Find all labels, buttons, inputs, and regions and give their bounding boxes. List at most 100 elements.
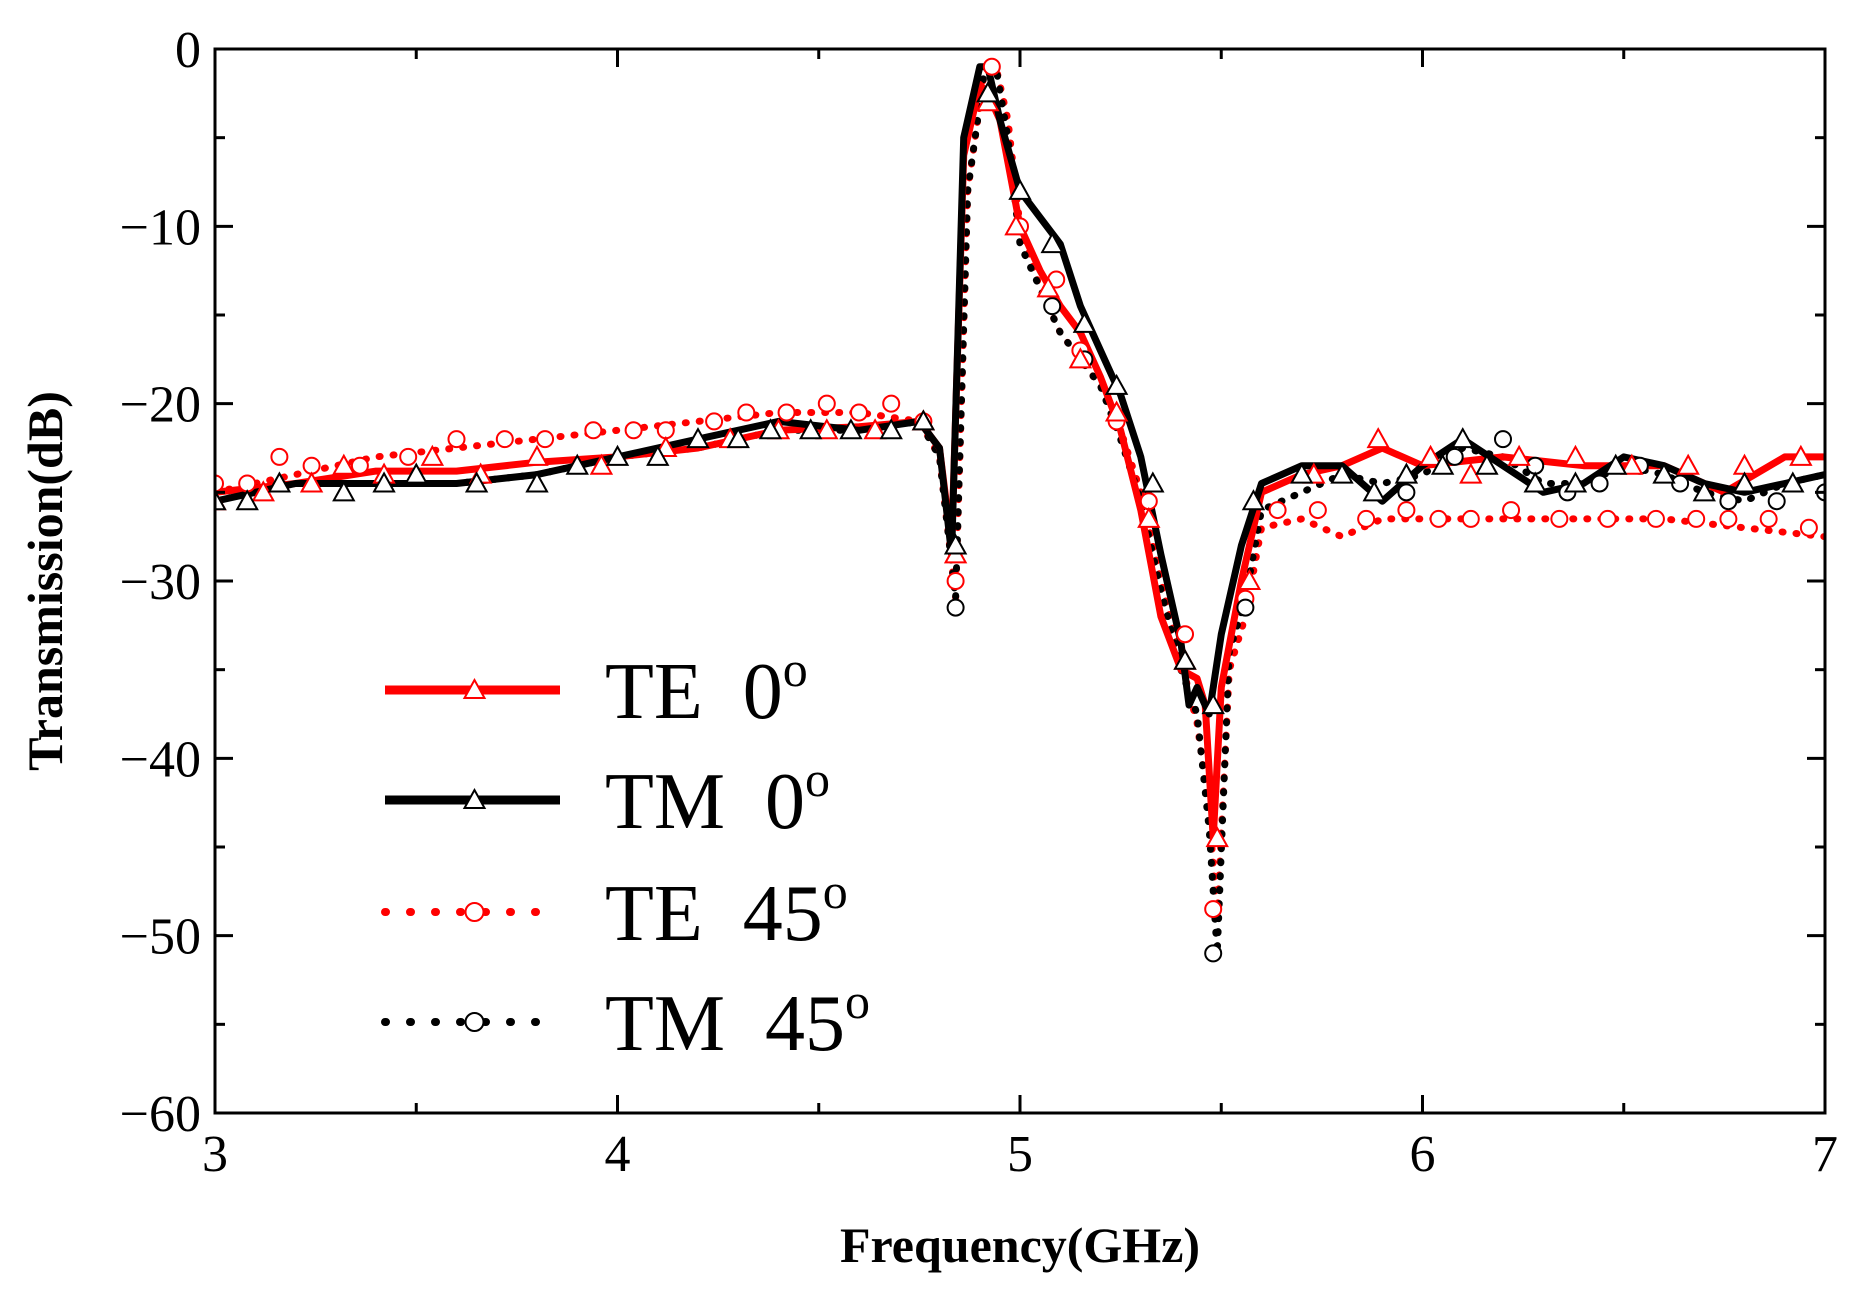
data-point-marker xyxy=(646,444,670,466)
data-point-marker xyxy=(525,444,549,466)
data-point-marker xyxy=(943,533,968,555)
data-point-marker xyxy=(1732,471,1757,493)
y-tick-label: 0 xyxy=(175,22,201,79)
data-point-marker xyxy=(270,447,289,466)
legend-label-degree: o xyxy=(805,751,830,807)
data-point-marker xyxy=(399,447,418,466)
data-point-marker xyxy=(302,456,321,475)
data-point-marker xyxy=(799,418,823,440)
legend-label: TM 0o xyxy=(605,751,830,846)
data-point-marker xyxy=(1590,474,1609,493)
data-point-marker xyxy=(1719,492,1738,511)
x-tick-label: 3 xyxy=(202,1126,228,1183)
data-point-marker xyxy=(726,427,750,449)
data-point-marker xyxy=(1646,509,1665,528)
data-point-marker xyxy=(976,81,1000,103)
data-point-marker xyxy=(1719,509,1738,528)
data-point-marker xyxy=(1357,509,1376,528)
legend-label-degree: o xyxy=(845,973,870,1029)
data-point-marker xyxy=(1268,501,1287,520)
data-point-marker xyxy=(850,403,868,422)
data-point-marker xyxy=(464,471,489,493)
data-point-marker xyxy=(1451,427,1475,449)
data-point-marker xyxy=(1429,509,1448,528)
y-tick-label: −60 xyxy=(120,1086,201,1143)
data-point-marker xyxy=(737,403,756,422)
series-te-0 xyxy=(215,81,1825,842)
data-point-marker xyxy=(1445,447,1464,466)
data-point-marker xyxy=(251,480,275,502)
data-point-marker xyxy=(1494,430,1512,449)
data-point-marker xyxy=(817,394,836,413)
data-point-marker xyxy=(1008,178,1032,200)
data-point-marker xyxy=(815,418,839,440)
series-markers-tm-0 xyxy=(215,81,1805,715)
data-point-marker xyxy=(1205,826,1229,848)
legend-label: TM 45o xyxy=(605,973,870,1068)
data-point-marker xyxy=(1072,311,1097,333)
legend-item-te-45: TE 45o xyxy=(381,863,848,958)
data-point-marker xyxy=(1176,625,1195,644)
y-tick-label: −20 xyxy=(120,377,201,434)
legend-marker-sample xyxy=(464,902,485,922)
legend-label-main: TM 45 xyxy=(605,980,845,1068)
series-te-45 xyxy=(215,63,1825,922)
legend-label: TE 0o xyxy=(605,641,808,736)
data-point-marker xyxy=(1461,509,1480,528)
data-point-marker xyxy=(1676,453,1700,475)
x-tick-label: 6 xyxy=(1410,1126,1436,1183)
y-tick-label: −50 xyxy=(120,909,201,966)
legend-marker-sample xyxy=(462,677,487,699)
data-point-marker xyxy=(495,430,514,449)
data-point-marker xyxy=(1139,492,1158,511)
data-point-marker xyxy=(656,421,675,440)
data-point-marker xyxy=(1394,462,1419,484)
legend-label-degree: o xyxy=(823,863,848,919)
data-point-marker xyxy=(1104,373,1129,395)
legend-label-degree: o xyxy=(783,641,808,697)
data-point-marker xyxy=(1204,900,1223,919)
legend-item-tm-45: TM 45o xyxy=(381,973,870,1068)
data-point-marker xyxy=(1397,483,1416,502)
data-point-marker xyxy=(1563,444,1588,466)
data-point-marker xyxy=(372,471,396,493)
data-point-marker xyxy=(332,453,356,475)
data-point-marker xyxy=(1550,509,1569,528)
data-point-marker xyxy=(1430,453,1455,475)
x-axis-title: Frequency(GHz) xyxy=(840,1217,1200,1273)
data-point-marker xyxy=(215,489,227,511)
data-point-marker xyxy=(1475,453,1499,475)
data-point-marker xyxy=(705,412,724,431)
data-point-marker xyxy=(1104,400,1129,422)
y-axis-title: Transmission(dB) xyxy=(17,391,73,771)
data-point-marker xyxy=(1236,598,1255,617)
data-point-marker xyxy=(1141,471,1165,493)
data-point-marker xyxy=(1068,347,1093,369)
series-line xyxy=(215,81,1825,842)
data-point-marker xyxy=(1523,471,1547,493)
data-point-marker xyxy=(420,444,445,466)
data-point-marker xyxy=(238,474,257,493)
x-tick-label: 7 xyxy=(1812,1126,1838,1183)
data-point-marker xyxy=(1759,509,1778,528)
legend-marker-sample xyxy=(462,787,487,809)
data-point-marker xyxy=(1362,480,1386,502)
legend-item-tm-0: TM 0o xyxy=(385,751,830,846)
data-point-marker xyxy=(1330,462,1354,484)
data-point-marker xyxy=(1563,471,1588,493)
data-point-marker xyxy=(1789,444,1813,466)
data-point-marker xyxy=(1241,489,1266,511)
data-point-marker xyxy=(863,418,887,440)
data-point-marker xyxy=(536,430,555,449)
data-point-marker xyxy=(1004,214,1028,236)
data-point-marker xyxy=(1604,453,1628,475)
data-point-marker xyxy=(1173,648,1197,670)
data-point-marker xyxy=(1204,944,1223,963)
data-point-marker xyxy=(605,444,630,466)
data-point-marker xyxy=(1137,506,1161,528)
series-line xyxy=(215,63,1825,922)
data-point-marker xyxy=(1308,501,1327,520)
data-point-marker xyxy=(982,57,1001,76)
